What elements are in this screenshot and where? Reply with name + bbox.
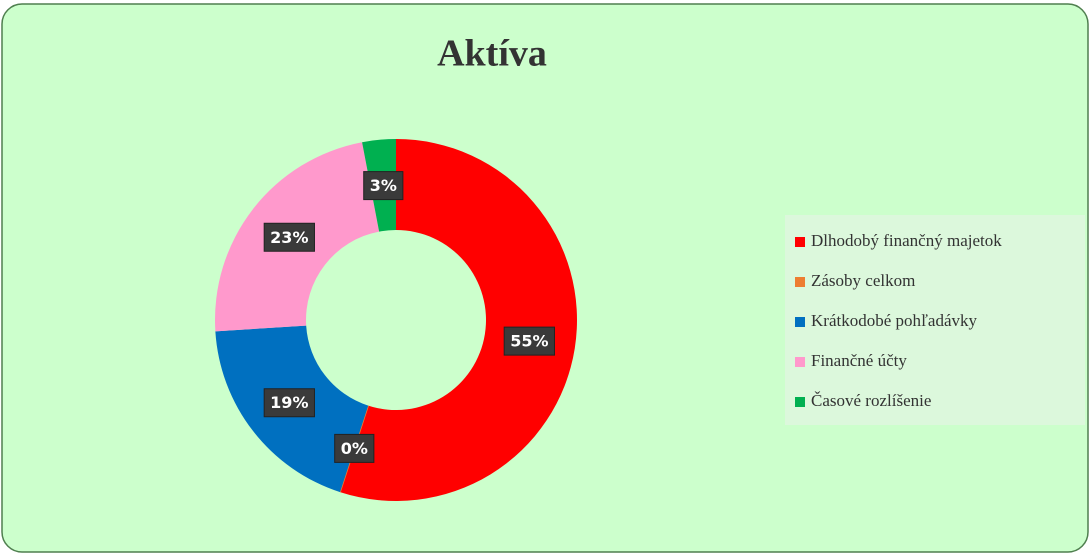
legend-label: Časové rozlíšenie: [811, 391, 931, 410]
legend-marker: [795, 357, 805, 367]
legend-background: [785, 215, 1085, 425]
legend-label: Krátkodobé pohľadávky: [811, 311, 977, 330]
legend-marker: [795, 277, 805, 287]
legend-marker: [795, 237, 805, 247]
value-label-box: [334, 433, 375, 463]
value-label: 23%: [270, 228, 308, 247]
value-label-box: [503, 326, 555, 356]
value-label-box: [263, 388, 315, 418]
value-label: 0%: [341, 439, 368, 458]
value-label: 55%: [510, 332, 548, 351]
legend-label: Zásoby celkom: [811, 271, 915, 290]
value-label: 19%: [270, 393, 308, 412]
value-label-box: [363, 171, 404, 201]
slice: [340, 139, 577, 502]
legend-marker: [795, 317, 805, 327]
legend-marker: [795, 397, 805, 407]
value-label-box: [263, 222, 315, 252]
value-label: 3%: [370, 176, 397, 195]
legend-label: Dlhodobý finančný majetok: [811, 231, 1002, 250]
chart-title: Aktíva: [437, 33, 547, 75]
legend-label: Finančné účty: [811, 351, 907, 370]
